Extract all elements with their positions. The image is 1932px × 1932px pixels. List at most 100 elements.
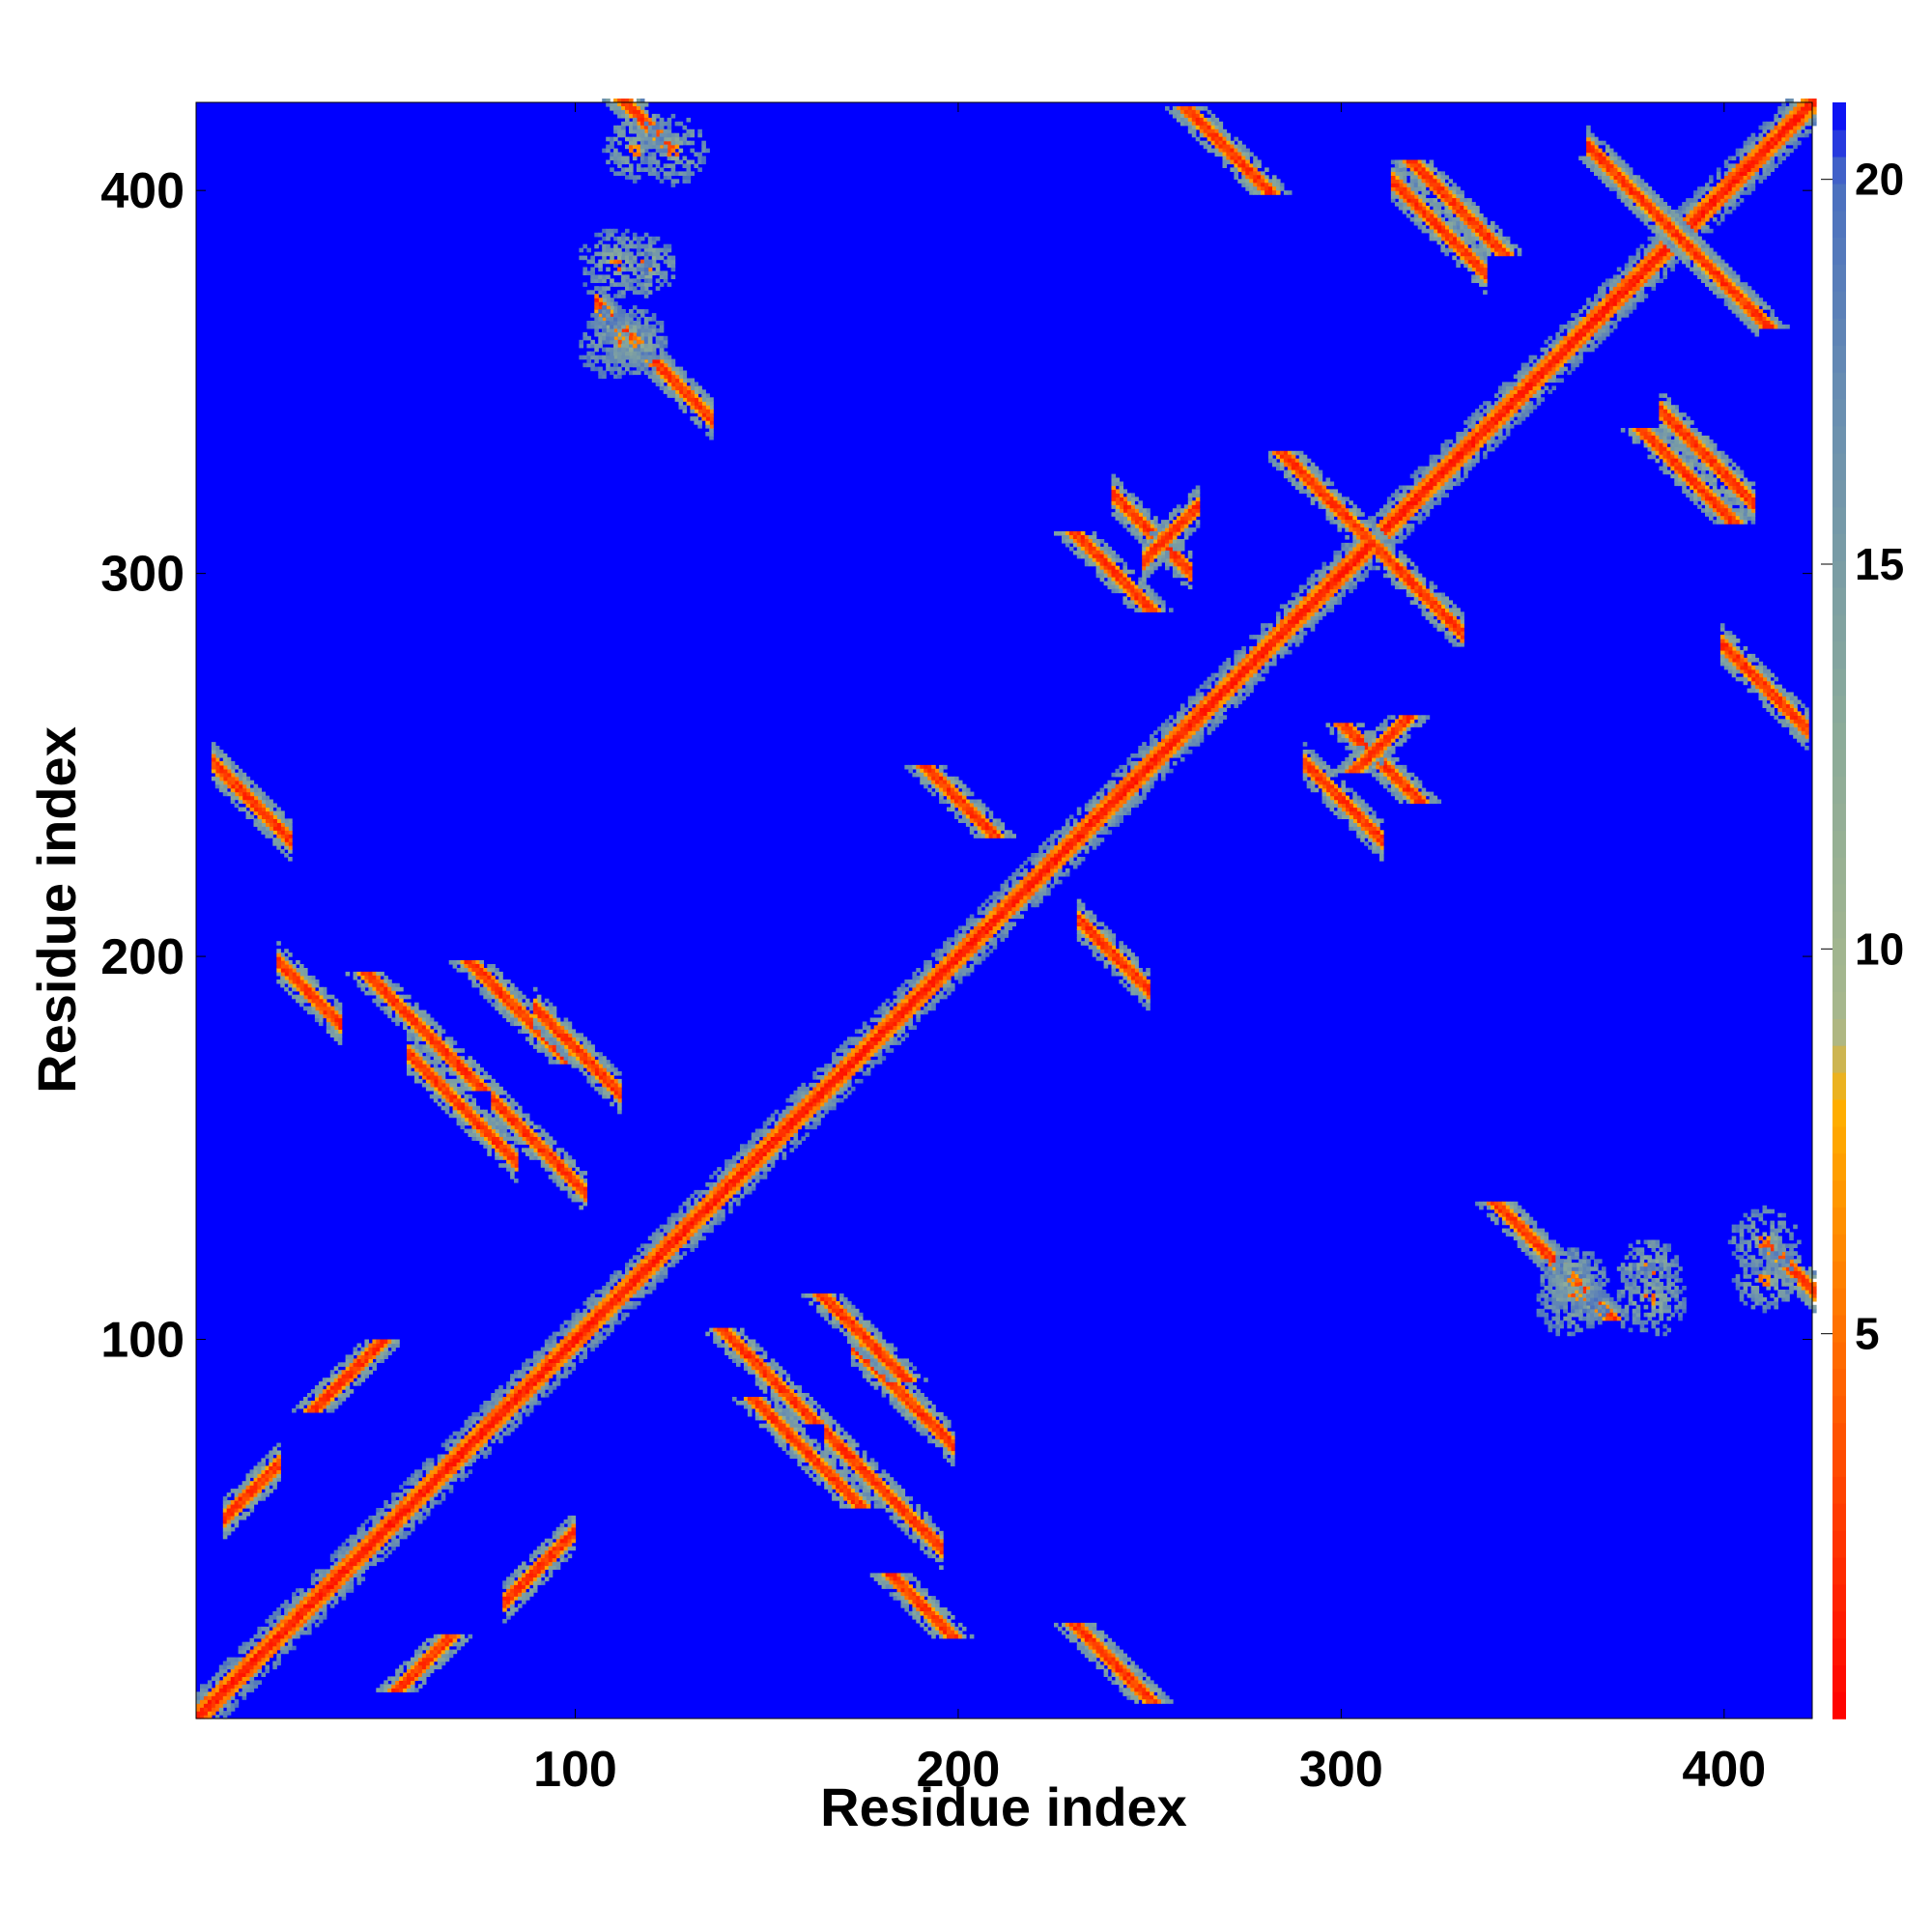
- heatmap-cell: [1199, 711, 1205, 716]
- heatmap-cell: [1616, 301, 1622, 306]
- heatmap-cell: [506, 1404, 511, 1409]
- heatmap-cell: [1402, 485, 1407, 491]
- heatmap-cell: [203, 1715, 209, 1719]
- heatmap-cell: [939, 956, 944, 961]
- heatmap-cell: [651, 1255, 657, 1260]
- heatmap-cell: [1632, 301, 1637, 306]
- heatmap-cell: [602, 1300, 607, 1306]
- heatmap-cell: [1471, 420, 1476, 425]
- heatmap-cell: [736, 1171, 741, 1176]
- heatmap-cell: [559, 1339, 565, 1345]
- heatmap-cell: [1004, 906, 1009, 912]
- heatmap-cell: [682, 1228, 688, 1234]
- heatmap-cell: [1068, 861, 1074, 866]
- heatmap-cell: [1008, 895, 1013, 900]
- heatmap-cell: [1115, 814, 1121, 819]
- heatmap-cell: [1092, 834, 1097, 838]
- heatmap-cell: [249, 1668, 255, 1674]
- heatmap-cell: [226, 1676, 232, 1681]
- heatmap-cell: [284, 1626, 289, 1632]
- heatmap-cell: [1272, 657, 1277, 663]
- heatmap-cell: [1165, 730, 1170, 735]
- heatmap-cell: [1429, 458, 1435, 464]
- heatmap-cell: [230, 1684, 236, 1689]
- heatmap-cell: [586, 1312, 591, 1318]
- heatmap-cell: [1497, 405, 1503, 410]
- heatmap-cell: [659, 1232, 665, 1237]
- heatmap-cell: [785, 1136, 791, 1141]
- heatmap-cell: [1302, 608, 1308, 612]
- heatmap-cell: [809, 1094, 813, 1099]
- heatmap-cell: [425, 1489, 431, 1493]
- heatmap-cell: [288, 1618, 293, 1624]
- heatmap-cell: [1659, 278, 1663, 283]
- heatmap-cell: [1023, 875, 1028, 881]
- heatmap-cell: [288, 1626, 293, 1632]
- heatmap-cell: [770, 1144, 776, 1149]
- heatmap-cell: [391, 1496, 396, 1501]
- heatmap-cell: [483, 1407, 488, 1413]
- heatmap-cell: [824, 1067, 829, 1072]
- heatmap-cell: [1038, 845, 1043, 850]
- heatmap-cell: [1475, 442, 1480, 448]
- heatmap-cell: [736, 1186, 741, 1191]
- heatmap-cell: [280, 1634, 285, 1639]
- heatmap-cell: [448, 1462, 454, 1466]
- heatmap-cell: [713, 1220, 718, 1226]
- heatmap-cell: [1142, 764, 1147, 770]
- heatmap-cell: [916, 1006, 921, 1011]
- heatmap-cell: [697, 1189, 702, 1195]
- heatmap-cell: [1314, 600, 1320, 605]
- heatmap-cell: [1612, 321, 1618, 326]
- heatmap-cell: [498, 1401, 503, 1406]
- heatmap-cell: [954, 945, 959, 950]
- heatmap-cell: [353, 1569, 358, 1574]
- heatmap-cell: [809, 1124, 813, 1130]
- heatmap-cell: [579, 1347, 583, 1352]
- heatmap-cell: [1590, 305, 1595, 310]
- heatmap-cell: [743, 1159, 749, 1164]
- heatmap-cell: [452, 1477, 458, 1482]
- heatmap-cell: [1360, 573, 1365, 579]
- heatmap-cell: [429, 1492, 435, 1497]
- heatmap-cell: [1337, 569, 1342, 575]
- heatmap-cell: [1712, 206, 1718, 211]
- heatmap-cell: [957, 968, 963, 973]
- heatmap-cell: [1743, 190, 1748, 195]
- heatmap-cell: [781, 1121, 787, 1126]
- heatmap-cell: [468, 1435, 473, 1440]
- heatmap-cell: [391, 1492, 396, 1497]
- heatmap-cell: [433, 1473, 439, 1478]
- heatmap-cell: [1605, 324, 1610, 329]
- heatmap-cell: [793, 1090, 799, 1095]
- heatmap-cell: [1345, 554, 1350, 559]
- heatmap-cell: [522, 1401, 526, 1406]
- heatmap-cell: [1084, 818, 1090, 823]
- heatmap-cell: [384, 1504, 388, 1509]
- heatmap-cell: [337, 1561, 343, 1567]
- heatmap-cell: [1253, 665, 1258, 670]
- heatmap-cell: [935, 968, 940, 973]
- heatmap-cell: [563, 1350, 569, 1355]
- heatmap-cell: [1716, 202, 1721, 207]
- heatmap-cell: [766, 1155, 772, 1160]
- heatmap-cell: [1046, 849, 1051, 854]
- heatmap-cell: [1425, 500, 1431, 505]
- heatmap-cell: [218, 1688, 224, 1692]
- heatmap-cell: [495, 1427, 499, 1433]
- heatmap-cell: [403, 1511, 408, 1517]
- heatmap-cell: [218, 1695, 224, 1700]
- heatmap-cell: [1138, 795, 1143, 801]
- heatmap-cell: [954, 956, 959, 961]
- heatmap-cell: [230, 1672, 236, 1677]
- heatmap-cell: [1433, 481, 1438, 487]
- heatmap-cell: [238, 1691, 243, 1696]
- heatmap-cell: [440, 1492, 446, 1497]
- heatmap-cell: [1268, 639, 1273, 643]
- heatmap-cell: [1318, 600, 1323, 605]
- heatmap-cell: [1261, 642, 1265, 647]
- heatmap-cell: [866, 1029, 871, 1034]
- heatmap-cell: [1425, 508, 1431, 513]
- heatmap-cell: [1743, 175, 1748, 180]
- heatmap-cell: [747, 1189, 753, 1195]
